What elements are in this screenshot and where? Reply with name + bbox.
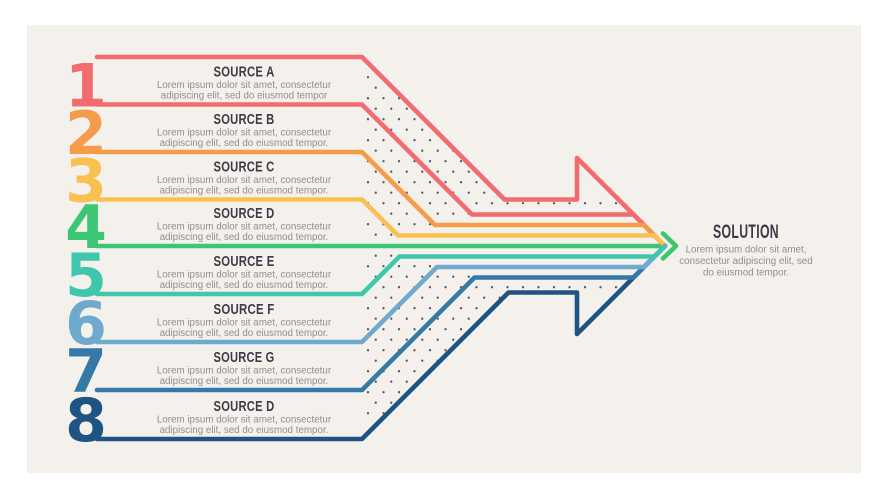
row-body-line: adipiscing elit, sed do eiusmod tempor. xyxy=(160,425,329,436)
row-body-line: Lorem ipsum dolor sit amet, consectetur xyxy=(157,270,332,281)
row-body-line: Lorem ipsum dolor sit amet, consectetur xyxy=(157,366,332,377)
solution-block: SOLUTION Lorem ipsum dolor sit amet, con… xyxy=(679,222,812,279)
row-body-line: Lorem ipsum dolor sit amet, consectetur xyxy=(157,128,332,139)
row-number: 8 xyxy=(65,386,107,456)
row-number: 1 xyxy=(65,52,107,122)
row-title: SOURCE D xyxy=(214,399,275,415)
flow-line xyxy=(94,197,668,249)
row-body-line: adipiscing elit, sed do eiusmod tempor. xyxy=(160,328,329,339)
row-number: 2 xyxy=(65,99,107,169)
row-title: SOURCE C xyxy=(214,160,275,176)
row-title: SOURCE A xyxy=(214,65,275,81)
row-body-line: adipiscing elit, sed do eiusmod tempor. xyxy=(160,232,329,243)
row-title: SOURCE D xyxy=(214,206,275,222)
row-number: 5 xyxy=(65,241,107,311)
solution-title: SOLUTION xyxy=(713,222,779,243)
flow-line xyxy=(94,243,668,442)
flow-line xyxy=(94,54,668,249)
row-number: 7 xyxy=(65,337,107,407)
row-body-line: adipiscing elit, sed do eiusmod tempor. xyxy=(160,376,329,387)
row-body-line: adipiscing elit, sed do eiusmod tempor. xyxy=(160,138,329,149)
row-body-line: Lorem ipsum dolor sit amet, consectetur xyxy=(157,318,332,329)
solution-body-line: Lorem ipsum dolor sit amet, xyxy=(686,245,807,256)
flow-line xyxy=(94,243,668,345)
row-title: SOURCE G xyxy=(214,350,275,366)
row-title: SOURCE E xyxy=(214,254,275,270)
row-title: SOURCE B xyxy=(214,112,275,128)
row-body-line: Lorem ipsum dolor sit amet, consectetur xyxy=(157,222,332,233)
row-number: 3 xyxy=(65,147,107,217)
row-number: 4 xyxy=(65,193,107,263)
row-number: 6 xyxy=(65,289,107,359)
flow-line xyxy=(94,243,668,297)
solution-body-line: do eiusmod tempor. xyxy=(703,268,789,279)
arrow-tip xyxy=(660,231,679,261)
row-body-line: Lorem ipsum dolor sit amet, consectetur xyxy=(157,175,332,186)
flow-line xyxy=(94,149,668,249)
solution-body-line: consectetur adipiscing elit, sed xyxy=(679,256,812,267)
flow-lines xyxy=(94,54,679,442)
row-title: SOURCE F xyxy=(214,302,275,318)
row-body-line: Lorem ipsum dolor sit amet, consectetur xyxy=(157,80,332,91)
row-body-line: adipiscing elit, sed do eiusmod tempor. xyxy=(160,280,329,291)
row-body-line: adipiscing elit, sed do eiusmod tempor. xyxy=(160,186,329,197)
row-body-line: adipiscing elit, sed do eiusmod tempor xyxy=(161,91,328,102)
row-body-line: Lorem ipsum dolor sit amet, consectetur xyxy=(157,415,332,426)
